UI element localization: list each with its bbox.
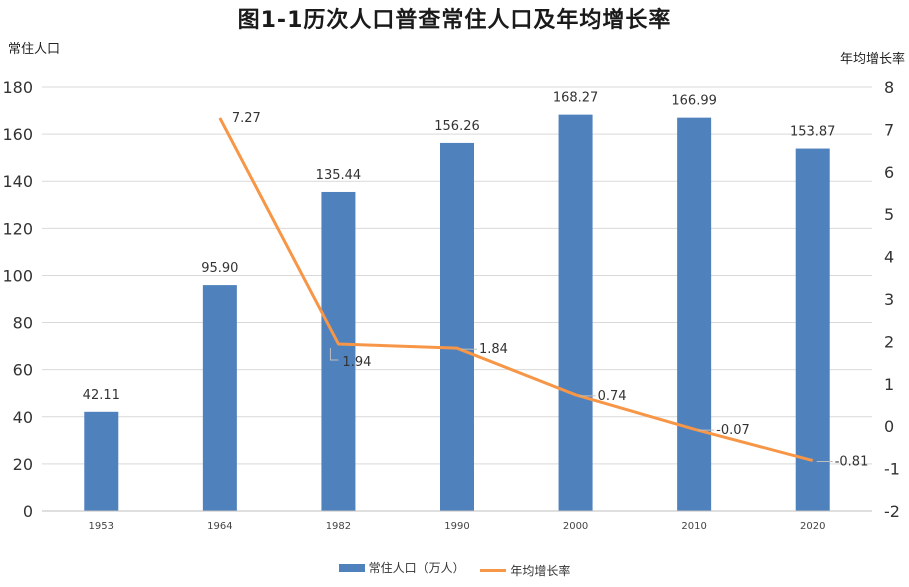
legend: 常住人口（万人） 年均增长率 [0,559,909,579]
right-axis-title: 年均增长率 [839,52,905,67]
x-axis-tick-label: 1964 [207,521,232,532]
x-axis-tick-label: 2010 [681,521,706,532]
bar-data-label: 166.99 [671,94,717,109]
right-axis-tick-label: 1 [884,375,894,394]
legend-line-swatch [480,568,507,572]
leader-line [329,347,339,361]
left-axis-tick-label: 160 [2,125,33,144]
bar [795,148,830,511]
right-axis-tick-label: 7 [884,120,894,139]
left-axis-tick-label: 60 [13,361,33,380]
axes: 0 20 40 60 80 100 120 140 160 180 -2 -1 0 1 2 3 4 5 6 7 8 195… [2,78,900,532]
right-axis-tick-label: -2 [884,502,900,521]
right-axis-tick-label: 5 [884,205,894,224]
x-axis-tick-label: 1982 [326,521,351,532]
bar-data-label: 156.26 [434,119,480,134]
line-data-label: -0.07 [716,423,750,438]
bar-data-label: 168.27 [553,91,599,106]
left-axis-tick-label: 120 [2,219,33,238]
bar [558,114,593,511]
bar [677,117,712,511]
bar-data-label: 42.11 [83,388,120,403]
line-series [218,117,814,462]
right-axis-tick-label: -1 [884,460,900,479]
left-axis-tick-label: 80 [13,314,33,333]
legend-bar-swatch [338,563,365,572]
legend-item-growth: 年均增长率 [480,562,570,579]
left-axis-tick-label: 100 [2,266,33,285]
left-axis-tick-label: 0 [23,502,33,521]
bar-series [84,114,830,511]
data-labels: 42.11 95.90 135.44 156.26 168.27 166.99 153.87… [83,91,869,470]
right-axis-tick-label: 8 [884,78,894,97]
right-axis-tick-label: 4 [884,248,894,267]
legend-label-population: 常住人口（万人） [368,561,465,575]
left-axis-tick-label: 180 [2,78,33,97]
line-data-label: 1.84 [479,342,508,357]
line-data-label: -0.81 [835,455,869,470]
bar-data-label: 95.90 [201,261,238,276]
legend-item-population: 常住人口（万人） [338,559,465,576]
left-axis-tick-label: 20 [13,455,33,474]
bar-data-label: 135.44 [316,168,362,183]
right-axis-tick-label: 0 [884,417,894,436]
x-axis-tick-label: 1953 [89,521,114,532]
right-axis-tick-label: 3 [884,290,894,309]
bar [84,411,119,511]
right-axis-tick-label: 6 [884,163,894,182]
line-data-label: 1.94 [342,355,371,370]
line-data-label: 0.74 [598,389,627,404]
left-axis-tick-label: 40 [13,408,33,427]
legend-label-growth: 年均增长率 [510,563,571,578]
left-axis-tick-label: 140 [2,172,33,191]
bar-data-label: 153.87 [790,125,836,140]
x-axis-tick-label: 2020 [800,521,825,532]
x-axis-tick-label: 2000 [563,521,588,532]
bar [321,191,356,511]
bar [202,285,237,511]
growth-rate-line [218,117,814,462]
chart-title: 图1-1历次人口普查常住人口及年均增长率 [237,8,672,33]
line-data-label: 7.27 [232,111,261,126]
right-axis-tick-label: 2 [884,332,894,351]
left-axis-title: 常住人口 [8,42,61,57]
bar [440,142,474,511]
x-axis-tick-label: 1990 [444,521,469,532]
